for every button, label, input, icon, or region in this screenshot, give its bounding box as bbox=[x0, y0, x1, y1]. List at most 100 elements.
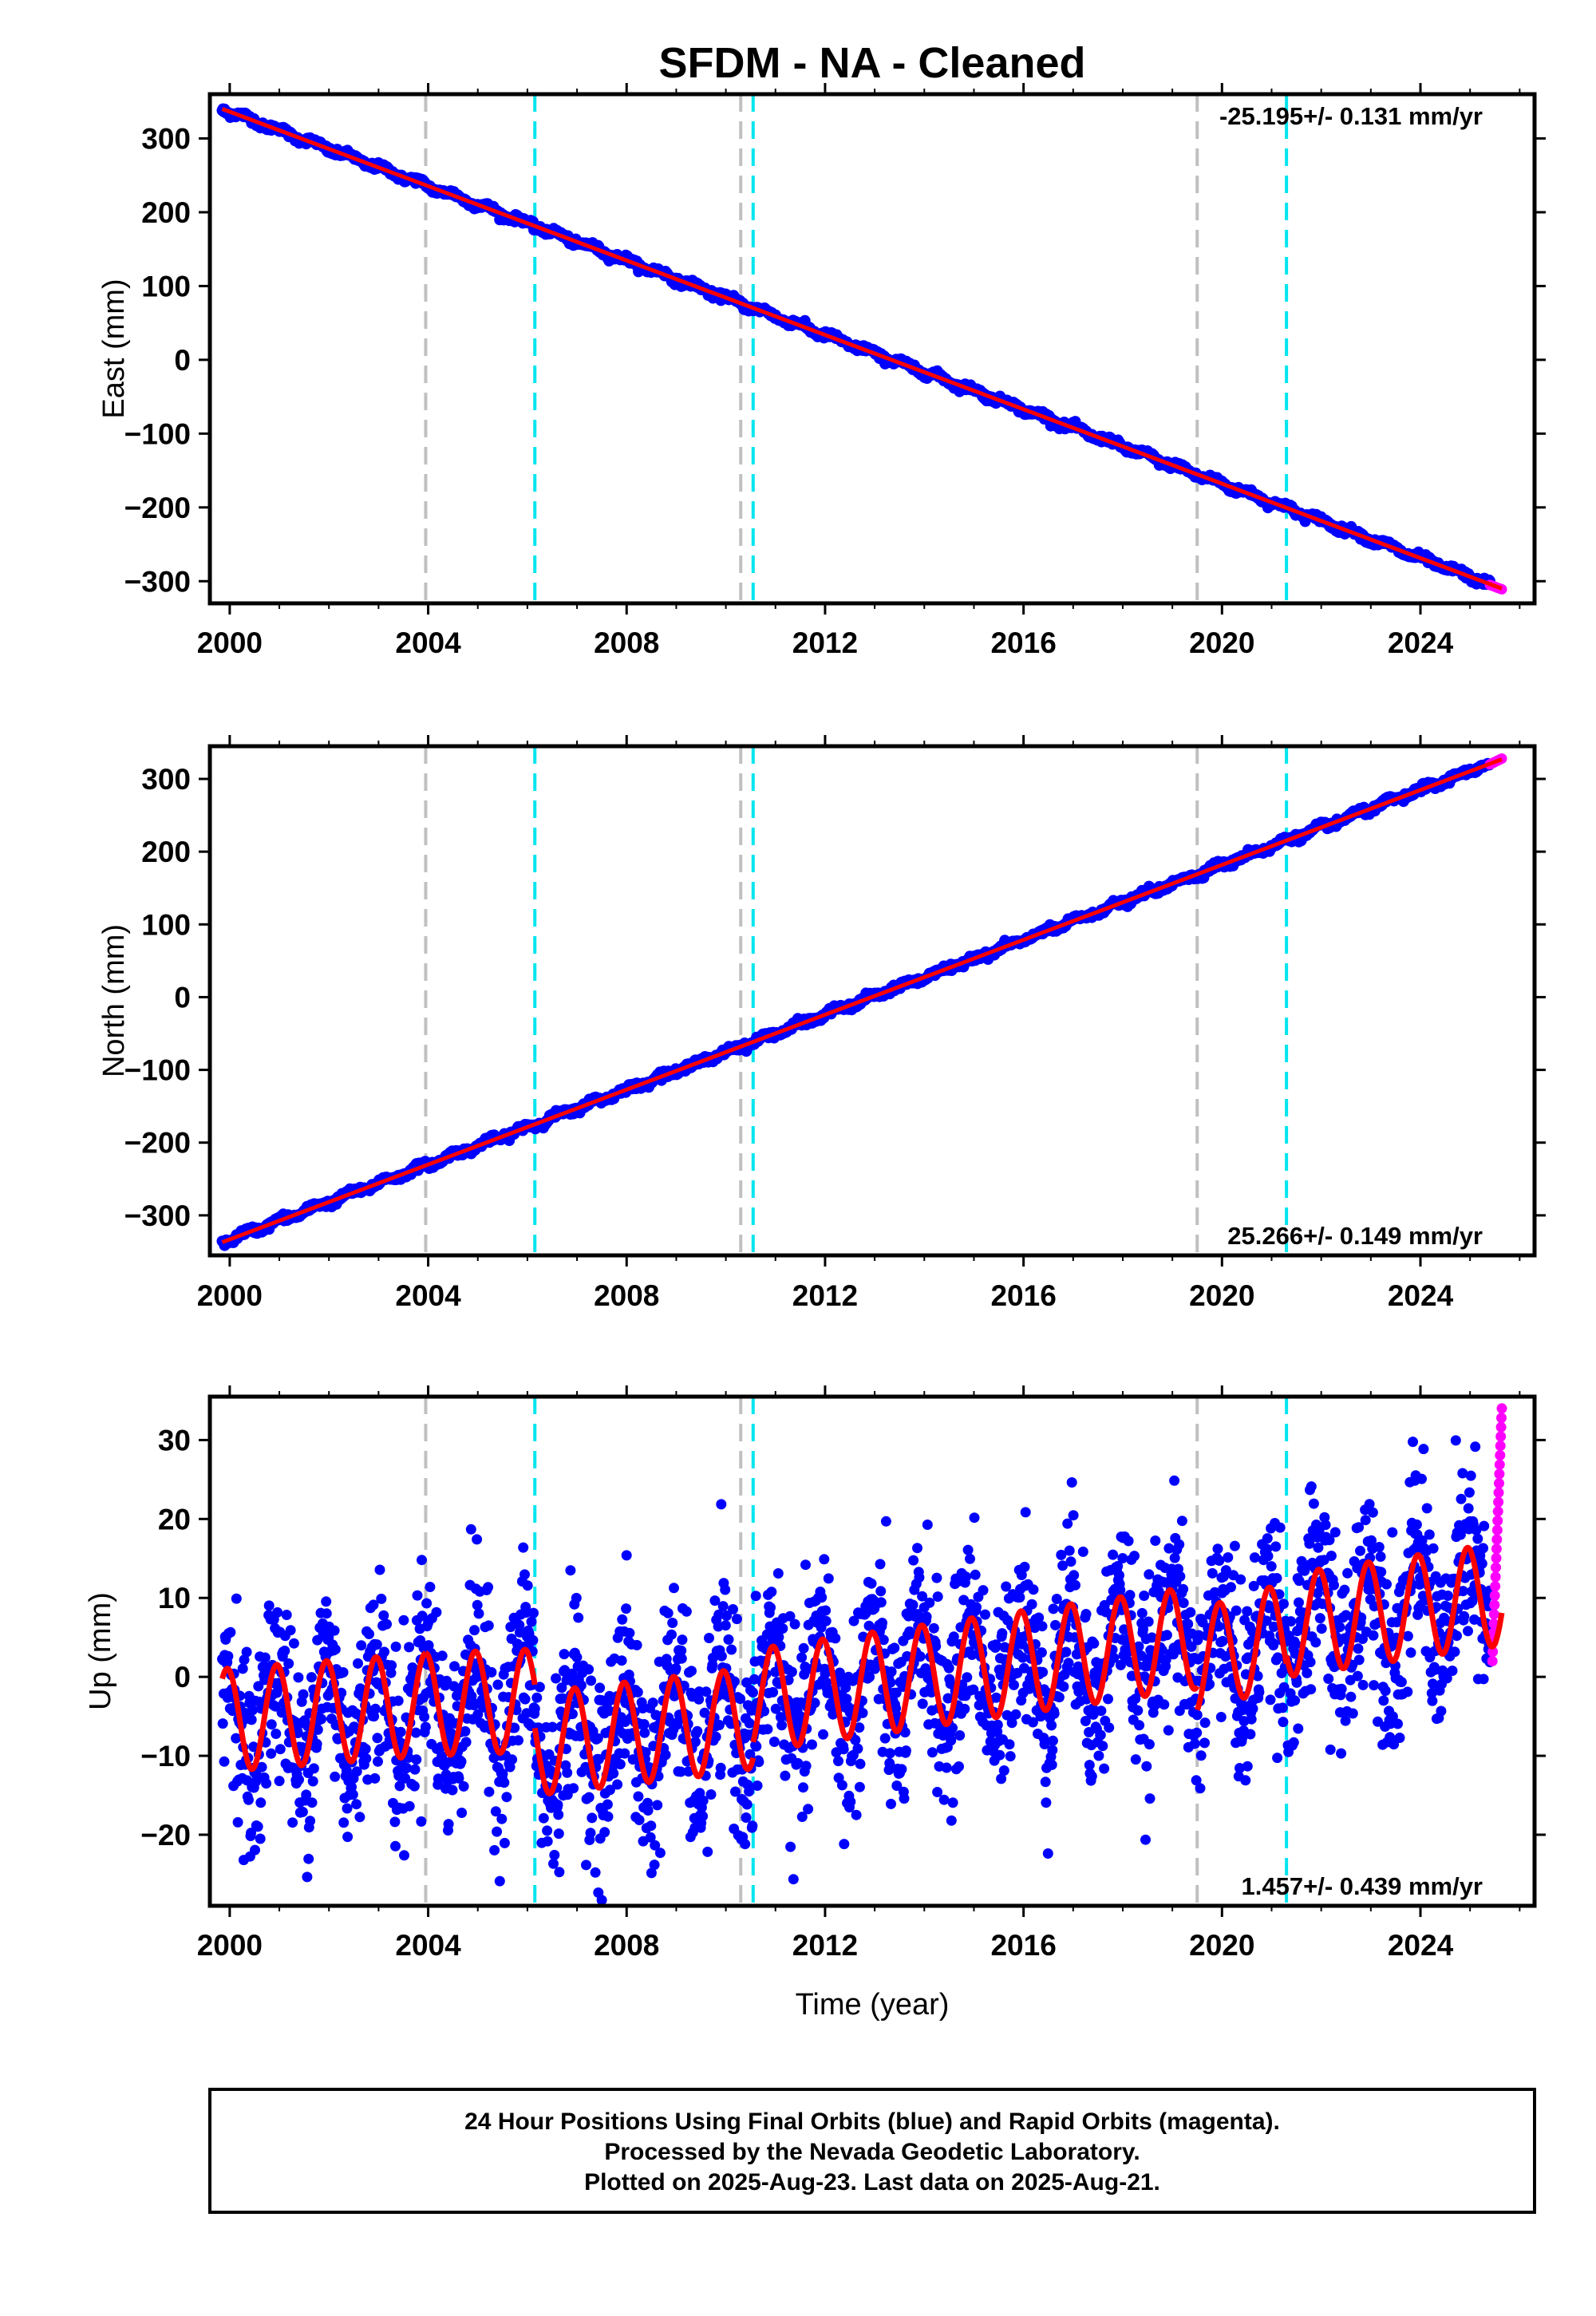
final-orbit-point bbox=[816, 1592, 828, 1603]
final-orbit-point bbox=[483, 1582, 494, 1593]
final-orbit-point bbox=[528, 1607, 539, 1618]
final-orbit-point bbox=[914, 1572, 925, 1583]
final-orbit-point bbox=[586, 1675, 597, 1686]
final-orbit-point bbox=[542, 1825, 553, 1836]
final-orbit-point bbox=[948, 1631, 959, 1642]
final-orbit-point bbox=[692, 1725, 703, 1737]
y-tick-label: 0 bbox=[174, 981, 191, 1014]
final-orbit-point bbox=[374, 1564, 385, 1575]
final-orbit-point bbox=[483, 1620, 494, 1631]
final-orbit-point bbox=[312, 1724, 323, 1735]
x-tick-label: 2008 bbox=[594, 626, 659, 659]
y-tick-label: −300 bbox=[124, 1199, 191, 1232]
fit-line bbox=[221, 757, 1503, 1244]
final-orbit-point bbox=[836, 1780, 847, 1791]
x-tick-label: 2012 bbox=[792, 626, 858, 659]
plot-frame bbox=[207, 744, 1537, 1258]
final-orbit-point bbox=[501, 1792, 512, 1803]
final-orbit-point bbox=[421, 1598, 433, 1609]
final-orbit-point bbox=[565, 1565, 576, 1576]
final-orbit-point bbox=[410, 1727, 421, 1738]
final-orbit-point bbox=[819, 1554, 830, 1565]
final-orbit-point bbox=[507, 1754, 518, 1765]
final-orbit-point bbox=[237, 1663, 248, 1674]
final-orbit-point bbox=[469, 1625, 480, 1636]
y-tick-label: 0 bbox=[174, 344, 191, 377]
x-axis: 2000 2004 2008 2012 2016 2020 2024 bbox=[197, 735, 1521, 1312]
final-orbit-point bbox=[931, 1572, 942, 1583]
final-orbit-point bbox=[496, 1813, 508, 1824]
final-orbit-point bbox=[412, 1590, 423, 1601]
final-orbit-point bbox=[710, 1731, 721, 1742]
event-lines bbox=[424, 94, 1289, 603]
final-orbit-point bbox=[896, 1764, 907, 1775]
final-orbit-point bbox=[616, 1655, 627, 1666]
final-orbit-point bbox=[886, 1666, 897, 1678]
final-orbit-point bbox=[399, 1850, 409, 1861]
final-orbit-point bbox=[735, 1694, 746, 1705]
final-orbit-point bbox=[411, 1754, 422, 1765]
final-orbit-point bbox=[499, 1837, 510, 1848]
final-orbit-point bbox=[720, 1584, 731, 1595]
final-orbit-point bbox=[642, 1797, 653, 1808]
final-orbit-point bbox=[877, 1618, 887, 1628]
final-orbit-point bbox=[431, 1607, 442, 1618]
final-orbit-point bbox=[381, 1618, 392, 1630]
final-orbit-point bbox=[472, 1534, 483, 1545]
x-tick-label: 2016 bbox=[990, 1279, 1056, 1312]
final-orbit-point bbox=[321, 1596, 332, 1607]
final-orbit-point bbox=[522, 1580, 533, 1591]
final-orbit-point bbox=[456, 1808, 468, 1818]
x-tick-label: 2000 bbox=[197, 626, 263, 659]
final-orbit-point bbox=[232, 1816, 243, 1828]
y-tick-label: −100 bbox=[124, 417, 191, 450]
final-orbit-point bbox=[338, 1667, 349, 1678]
final-orbit-point bbox=[288, 1638, 299, 1649]
final-orbit-point bbox=[875, 1597, 887, 1608]
final-orbit-point bbox=[302, 1871, 313, 1883]
final-orbit-point bbox=[649, 1860, 660, 1871]
final-orbit-point bbox=[472, 1599, 483, 1611]
east-panel: 2000 2004 2008 2012 2016 2020 2024−300−200−100… bbox=[97, 83, 1546, 659]
final-orbit-point bbox=[878, 1634, 889, 1646]
final-orbit-point bbox=[752, 1780, 763, 1791]
final-orbit-point bbox=[726, 1644, 737, 1655]
final-orbit-point bbox=[271, 1729, 282, 1739]
final-orbit-point bbox=[900, 1745, 911, 1757]
final-orbit-point bbox=[518, 1542, 529, 1553]
final-orbit-point bbox=[447, 1784, 458, 1796]
final-orbit-point bbox=[642, 1805, 654, 1816]
final-orbit-point bbox=[252, 1821, 263, 1832]
final-orbit-point bbox=[946, 1815, 957, 1826]
x-tick-label: 2000 bbox=[197, 1279, 263, 1312]
final-orbit-point bbox=[932, 1591, 943, 1603]
final-orbit-point bbox=[419, 1711, 430, 1722]
final-orbit-point bbox=[376, 1593, 387, 1604]
final-orbit-point bbox=[347, 1789, 358, 1800]
y-tick-label: −300 bbox=[124, 565, 191, 598]
final-orbit-point bbox=[285, 1625, 296, 1636]
final-orbit-point bbox=[681, 1606, 692, 1617]
final-orbit-point bbox=[715, 1762, 726, 1773]
velocity-rate-label: 25.266+/- 0.149 mm/yr bbox=[1227, 1222, 1483, 1250]
final-orbit-point bbox=[275, 1744, 286, 1755]
final-orbit-point bbox=[639, 1727, 650, 1738]
final-orbit-point bbox=[266, 1719, 277, 1730]
final-orbit-point bbox=[713, 1720, 725, 1730]
final-orbit-point bbox=[246, 1828, 257, 1839]
final-orbit-point bbox=[449, 1661, 460, 1672]
final-orbit-point bbox=[404, 1642, 415, 1653]
final-orbit-point bbox=[886, 1798, 896, 1809]
final-orbit-point bbox=[553, 1809, 564, 1820]
x-tick-label: 2008 bbox=[594, 1279, 659, 1312]
final-orbit-point bbox=[667, 1618, 678, 1628]
final-orbit-point bbox=[305, 1816, 316, 1827]
final-orbit-point bbox=[723, 1634, 734, 1645]
final-orbit-point bbox=[840, 1682, 851, 1694]
final-orbit-point bbox=[443, 1819, 454, 1830]
velocity-rate-label: -25.195+/- 0.131 mm/yr bbox=[1219, 102, 1483, 130]
y-tick-label: 200 bbox=[141, 196, 191, 229]
final-orbit-point bbox=[351, 1799, 362, 1810]
final-orbit-point bbox=[492, 1826, 503, 1837]
final-orbit-point bbox=[889, 1642, 900, 1654]
